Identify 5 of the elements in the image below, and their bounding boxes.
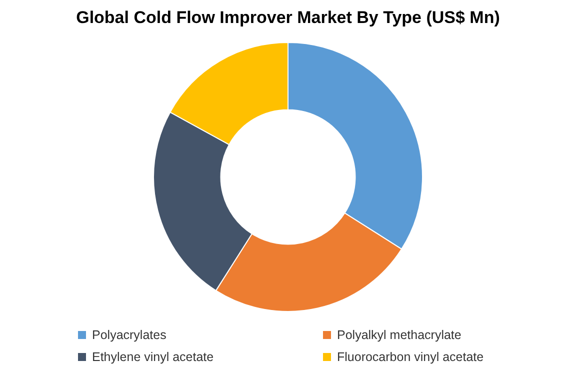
legend-label: Ethylene vinyl acetate <box>92 350 214 364</box>
chart-title: Global Cold Flow Improver Market By Type (US$ Mn) <box>75 8 501 29</box>
legend-label: Polyacrylates <box>92 328 166 342</box>
legend-label: Fluorocarbon vinyl acetate <box>337 350 484 364</box>
legend-label: Polyalkyl methacrylate <box>337 328 462 342</box>
